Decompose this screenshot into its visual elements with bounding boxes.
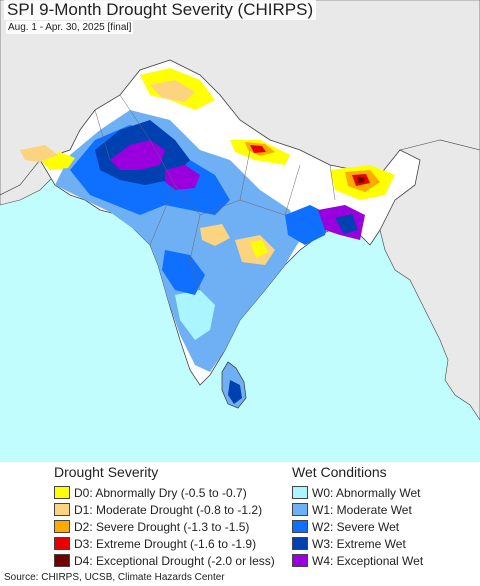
- wet-w4-rajasthan: [165, 165, 200, 190]
- land-outside-east: [379, 139, 480, 421]
- swatch-d3: [54, 537, 70, 550]
- legend-item-w0: W0: Abnormally Wet: [292, 484, 423, 501]
- legend-label: W0: Abnormally Wet: [312, 485, 421, 500]
- internal-borders: [94, 94, 336, 291]
- wet-w2-south: [162, 250, 205, 295]
- swatch-w1: [292, 503, 308, 516]
- legend-drought: Drought Severity D0: Abnormally Dry (-0.…: [54, 464, 275, 569]
- legend-item-w3: W3: Extreme Wet: [292, 535, 423, 552]
- legend-label: D1: Moderate Drought (-0.8 to -1.2): [74, 502, 263, 517]
- drought-d3-nepal: [250, 145, 266, 153]
- swatch-d1: [54, 503, 70, 516]
- legend-item-w2: W2: Severe Wet: [292, 518, 423, 535]
- sri-lanka-wet: [228, 380, 242, 404]
- swatch-w3: [292, 537, 308, 550]
- legend-label: D3: Extreme Drought (-1.6 to -1.9): [74, 536, 257, 551]
- drought-map: SPI 9-Month Drought Severity (CHIRPS) Au…: [0, 0, 480, 462]
- swatch-w0: [292, 486, 308, 499]
- legend-wet-heading: Wet Conditions: [292, 464, 387, 480]
- legend-label: W3: Extreme Wet: [312, 536, 406, 551]
- wet-w2-east-india: [285, 205, 330, 245]
- source-credit: Source: CHIRPS, UCSB, Climate Hazards Ce…: [4, 572, 225, 583]
- map-title: SPI 9-Month Drought Severity (CHIRPS): [4, 0, 317, 20]
- map-canvas: [0, 0, 480, 462]
- legend-wet: Wet Conditions W0: Abnormally Wet W1: Mo…: [292, 464, 423, 569]
- wet-w3-bangladesh: [335, 214, 358, 234]
- legend: Drought Severity D0: Abnormally Dry (-0.…: [0, 462, 480, 586]
- swatch-d2: [54, 520, 70, 533]
- legend-drought-heading: Drought Severity: [54, 464, 159, 480]
- legend-label: W2: Severe Wet: [312, 519, 400, 534]
- legend-item-d3: D3: Extreme Drought (-1.6 to -1.9): [54, 535, 275, 552]
- drought-d1-north: [150, 80, 195, 102]
- legend-label: W4: Exceptional Wet: [312, 553, 424, 568]
- legend-item-d0: D0: Abnormally Dry (-0.5 to -0.7): [54, 484, 275, 501]
- legend-label: W1: Moderate Wet: [312, 502, 412, 517]
- swatch-d0: [54, 486, 70, 499]
- map-subtitle: Aug. 1 - Apr. 30, 2025 [final]: [6, 21, 134, 34]
- legend-item-d4: D4: Exceptional Drought (-2.0 or less): [54, 552, 275, 569]
- swatch-w4: [292, 554, 308, 567]
- legend-label: D2: Severe Drought (-1.3 to -1.5): [74, 519, 250, 534]
- swatch-d4: [54, 554, 70, 567]
- drought-d1-deccan: [200, 224, 230, 246]
- legend-item-d1: D1: Moderate Drought (-0.8 to -1.2): [54, 501, 275, 518]
- legend-item-w4: W4: Exceptional Wet: [292, 552, 423, 569]
- legend-label: D4: Exceptional Drought (-2.0 or less): [74, 553, 275, 568]
- legend-item-w1: W1: Moderate Wet: [292, 501, 423, 518]
- legend-label: D0: Abnormally Dry (-0.5 to -0.7): [74, 485, 247, 500]
- swatch-w2: [292, 520, 308, 533]
- legend-item-d2: D2: Severe Drought (-1.3 to -1.5): [54, 518, 275, 535]
- wet-w0-south: [175, 290, 215, 340]
- drought-d1-west: [20, 145, 58, 162]
- wet-w4-pakistan: [110, 140, 165, 170]
- drought-d4-northeast: [357, 177, 365, 183]
- drought-d0-central: [250, 240, 268, 258]
